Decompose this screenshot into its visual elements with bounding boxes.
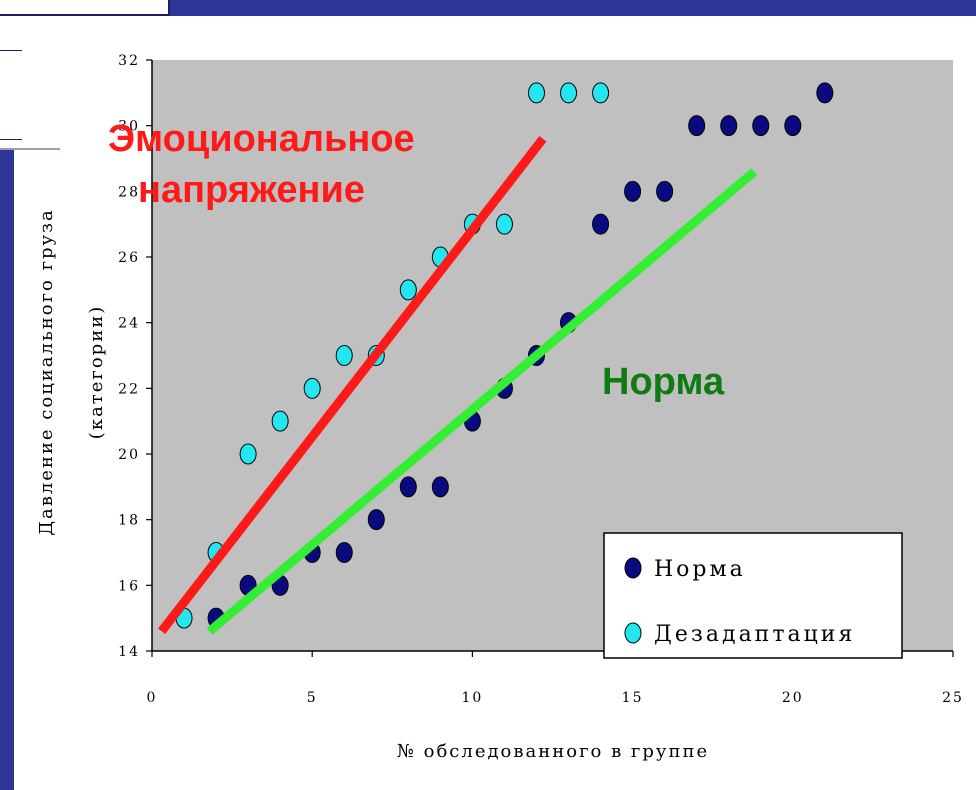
- y-tick-label: 14: [118, 644, 140, 660]
- x-tick-label: 20: [782, 690, 804, 706]
- decorative-top-bar: [170, 0, 976, 16]
- data-point: [527, 82, 545, 104]
- data-point: [752, 115, 770, 137]
- data-point: [367, 509, 385, 531]
- y-tick-label: 18: [118, 513, 140, 529]
- legend-marker-norma: [624, 557, 642, 579]
- data-point: [303, 377, 321, 399]
- data-point: [271, 410, 289, 432]
- data-point: [592, 213, 610, 235]
- annotation-norm: Норма: [602, 361, 725, 403]
- data-point: [560, 82, 578, 104]
- data-point: [399, 476, 417, 498]
- decorative-top-box: [0, 0, 170, 16]
- y-axis-label-group: Давление социального груза (категории): [36, 208, 107, 535]
- annotations: Эмоциональное напряжение Норма: [108, 118, 725, 403]
- y-tick-label: 32: [118, 53, 140, 69]
- data-point: [335, 542, 353, 563]
- decorative-left-box: [0, 50, 22, 140]
- y-tick-label: 20: [118, 447, 140, 463]
- annotation-emotional-line-1: Эмоциональное: [108, 118, 415, 160]
- data-point: [784, 115, 802, 137]
- annotation-emotional-line-2: напряжение: [138, 169, 365, 211]
- trend-lines: [158, 136, 758, 635]
- x-axis-label: № обследованного в группе: [397, 741, 709, 762]
- data-point: [720, 115, 738, 137]
- data-point: [656, 180, 674, 202]
- decorative-line: [0, 148, 60, 150]
- y-tick-label: 24: [118, 316, 140, 332]
- legend: Норма Дезадаптация: [603, 532, 903, 659]
- data-point: [592, 82, 610, 104]
- legend-label-dezadaptatsiya: Дезадаптация: [654, 622, 855, 647]
- x-tick-label: 25: [942, 690, 964, 706]
- trend-line-emotional: [158, 136, 547, 635]
- data-point: [816, 82, 834, 104]
- trend-line-norm: [206, 168, 758, 635]
- data-point: [239, 443, 257, 465]
- data-point: [688, 115, 706, 137]
- y-tick-label: 26: [118, 250, 140, 266]
- legend-box: [603, 532, 903, 659]
- decorative-left-bar: [0, 148, 14, 790]
- data-point: [624, 180, 642, 202]
- data-point: [431, 476, 449, 498]
- data-point: [495, 213, 513, 235]
- x-tick-label: 10: [461, 690, 483, 706]
- legend-marker-dezadaptatsiya: [624, 622, 642, 644]
- y-tick-labels: 14 16 18 20 22 24 26 28 30 32: [118, 53, 152, 660]
- x-tick-label: 0: [147, 690, 158, 706]
- x-tick-label: 5: [307, 690, 318, 706]
- y-axis-label-units: (категории): [86, 305, 107, 439]
- y-tick-label: 28: [118, 184, 140, 200]
- y-tick-label: 22: [118, 381, 140, 397]
- x-tick-labels: 0 5 10 15 20 25: [147, 651, 964, 706]
- legend-label-norma: Норма: [654, 557, 746, 582]
- data-point: [335, 345, 353, 366]
- y-axis-label: Давление социального груза: [36, 208, 57, 535]
- data-point: [399, 279, 417, 301]
- x-tick-label: 15: [622, 690, 644, 706]
- y-tick-label: 16: [118, 578, 140, 594]
- y-tick-label: 30: [118, 119, 140, 135]
